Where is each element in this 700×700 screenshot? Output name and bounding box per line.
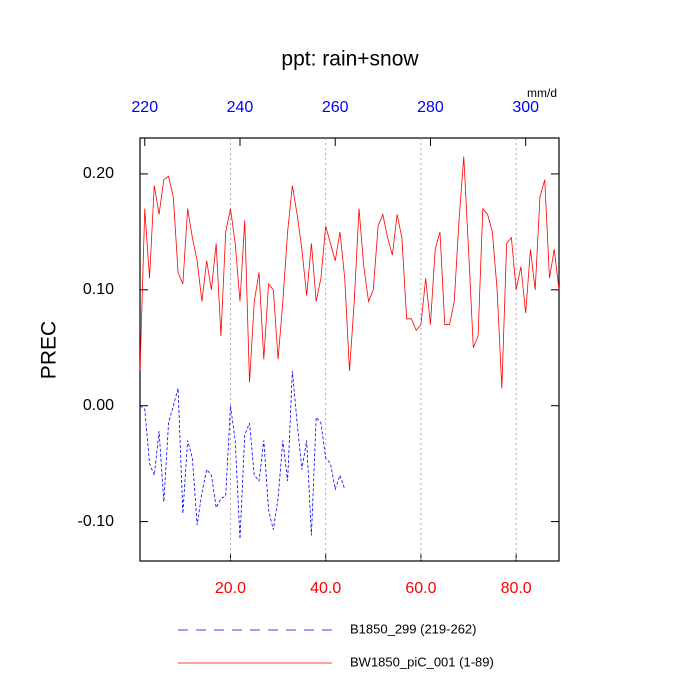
- x-tick-label: 20.0: [215, 580, 246, 597]
- x-tick-label: 80.0: [501, 580, 532, 597]
- plot-frame: [139, 137, 560, 562]
- x2-tick-label: 220: [131, 99, 158, 116]
- series-line: [139, 156, 560, 389]
- x2-tick-label: 240: [227, 99, 254, 116]
- y-axis-label: PREC: [38, 321, 61, 379]
- y-tick-label: -0.10: [78, 513, 115, 530]
- x-tick-label: 60.0: [405, 580, 436, 597]
- x2-tick-label: 300: [512, 99, 539, 116]
- legend-label: BW1850_piC_001 (1-89): [350, 654, 494, 669]
- x2-tick-label: 260: [322, 99, 349, 116]
- y-tick-label: 0.10: [83, 281, 114, 298]
- chart-title: ppt: rain+snow: [281, 48, 419, 71]
- y-tick-label: 0.00: [83, 397, 114, 414]
- x2-tick-label: 280: [417, 99, 444, 116]
- y-tick-label: 0.20: [83, 165, 114, 182]
- series-line: [139, 370, 346, 539]
- legend-label: B1850_299 (219-262): [350, 621, 477, 636]
- x2-unit-label: mm/d: [527, 86, 557, 100]
- x-tick-label: 40.0: [310, 580, 341, 597]
